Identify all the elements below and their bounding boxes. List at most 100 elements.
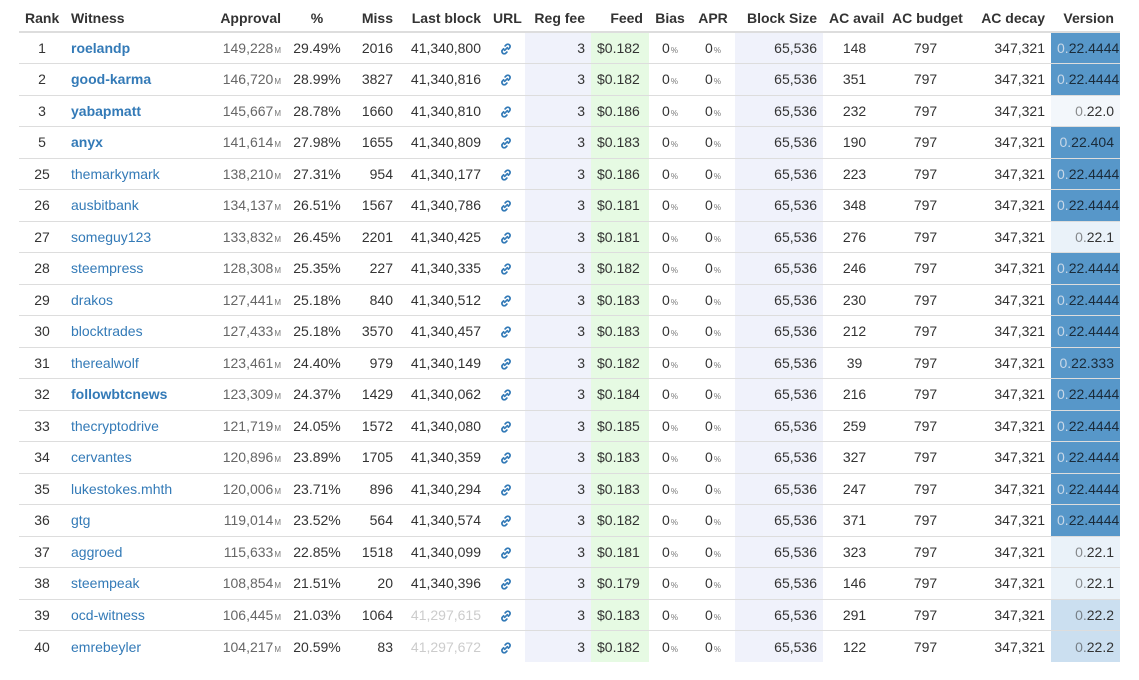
header-block-size[interactable]: Block Size (735, 0, 823, 33)
header-miss[interactable]: Miss (347, 0, 399, 33)
link-icon[interactable] (499, 294, 513, 308)
header-ac-budget[interactable]: AC budget (886, 0, 965, 33)
witness-link[interactable]: good-karma (71, 71, 152, 88)
link-icon[interactable] (499, 262, 513, 276)
block-size-cell: 65,536 (735, 630, 823, 662)
header-reg-fee[interactable]: Reg fee (525, 0, 591, 33)
header-pct[interactable]: % (287, 0, 347, 33)
link-icon[interactable] (499, 577, 513, 591)
link-icon[interactable] (499, 136, 513, 150)
version-value: 22.1 (1086, 575, 1114, 592)
witness-link[interactable]: therealwolf (71, 354, 139, 371)
witness-link[interactable]: aggroed (71, 543, 123, 560)
apr-unit: % (713, 455, 721, 465)
witness-link[interactable]: themarkymark (71, 165, 160, 182)
header-feed[interactable]: Feed (591, 0, 649, 33)
bias-value: 0 (662, 323, 670, 340)
version-cell: 0.22.4444 (1051, 504, 1120, 536)
witness-link[interactable]: blocktrades (71, 323, 143, 340)
witness-link[interactable]: ocd-witness (71, 606, 145, 623)
apr-cell: 0% (691, 283, 735, 316)
reg-fee-cell: 3 (525, 409, 591, 442)
link-icon[interactable] (499, 641, 513, 655)
apr-cell: 0% (691, 441, 735, 473)
link-icon[interactable] (499, 357, 513, 371)
bias-unit: % (670, 455, 678, 465)
witness-link[interactable]: followbtcnews (71, 386, 168, 403)
link-icon[interactable] (499, 451, 513, 465)
witness-link[interactable]: roelandp (71, 40, 131, 56)
version-cell: 0.22.1 (1051, 220, 1120, 253)
link-icon[interactable] (499, 514, 513, 528)
witness-link[interactable]: someguy123 (71, 228, 152, 245)
url-cell (487, 252, 525, 284)
witness-link[interactable]: ausbitbank (71, 197, 139, 214)
link-icon[interactable] (499, 483, 513, 497)
witness-link[interactable]: steempress (71, 260, 144, 277)
header-ac-avail[interactable]: AC avail (823, 0, 886, 33)
witness-link[interactable]: drakos (71, 291, 114, 308)
approval-unit: M (274, 266, 281, 276)
ac-avail-cell: 247 (823, 472, 886, 505)
ac-avail-cell: 216 (823, 378, 886, 410)
header-url[interactable]: URL (487, 0, 525, 33)
link-icon[interactable] (499, 231, 513, 245)
witness-cell: roelandp (65, 31, 191, 64)
ac-budget-cell: 797 (886, 126, 965, 158)
bias-unit: % (670, 77, 678, 87)
header-version[interactable]: Version (1051, 0, 1120, 33)
apr-cell: 0% (691, 504, 735, 536)
version-prefix: 0. (1057, 40, 1069, 56)
miss-cell: 83 (347, 630, 399, 662)
miss-cell: 979 (347, 346, 399, 379)
witness-link[interactable]: thecryptodrive (71, 417, 159, 434)
witness-cell: someguy123 (65, 220, 191, 253)
version-prefix: 0. (1057, 260, 1069, 277)
header-last-block[interactable]: Last block (399, 0, 487, 33)
ac-avail-cell: 39 (823, 346, 886, 379)
witness-link[interactable]: steempeak (71, 575, 140, 592)
link-icon[interactable] (499, 105, 513, 119)
header-rank[interactable]: Rank (19, 0, 65, 33)
last-block-cell: 41,340,062 (399, 378, 487, 410)
witness-link[interactable]: anyx (71, 134, 103, 151)
link-icon[interactable] (499, 420, 513, 434)
version-value: 22.4444 (1068, 512, 1120, 529)
link-icon[interactable] (499, 73, 513, 87)
witness-link[interactable]: yabapmatt (71, 102, 142, 119)
header-apr[interactable]: APR (691, 0, 735, 33)
header-witness[interactable]: Witness (65, 0, 191, 33)
bias-unit: % (670, 46, 678, 55)
version-prefix: 0. (1057, 480, 1069, 497)
link-icon[interactable] (499, 609, 513, 623)
bias-value: 0 (662, 291, 670, 308)
bias-value: 0 (662, 228, 670, 245)
rank-cell: 34 (19, 441, 65, 473)
ac-decay-cell: 347,321 (965, 409, 1051, 442)
block-size-cell: 65,536 (735, 441, 823, 473)
witness-link[interactable]: cervantes (71, 449, 132, 466)
header-approval[interactable]: Approval (191, 0, 287, 33)
version-value: 22.4444 (1068, 417, 1120, 434)
witness-link[interactable]: lukestokes.mhth (71, 480, 173, 497)
link-icon[interactable] (499, 168, 513, 182)
version-value: 22.4444 (1068, 40, 1120, 56)
apr-value: 0 (705, 323, 713, 340)
approval-value: 149,228 (222, 40, 274, 56)
link-icon[interactable] (499, 325, 513, 339)
witness-link[interactable]: emrebeyler (71, 638, 142, 655)
link-icon[interactable] (499, 546, 513, 560)
apr-unit: % (713, 329, 721, 339)
link-icon[interactable] (499, 388, 513, 402)
witness-link[interactable]: gtg (71, 512, 91, 529)
block-size-cell: 65,536 (735, 567, 823, 599)
header-ac-decay[interactable]: AC decay (965, 0, 1051, 33)
ac-avail-cell: 348 (823, 189, 886, 221)
link-icon[interactable] (499, 42, 513, 56)
approval-value: 119,014 (223, 512, 274, 529)
apr-cell: 0% (691, 378, 735, 410)
link-icon[interactable] (499, 199, 513, 213)
approval-cell: 120,896M (191, 441, 287, 473)
version-value: 22.4444 (1068, 197, 1120, 214)
header-bias[interactable]: Bias (649, 0, 691, 33)
